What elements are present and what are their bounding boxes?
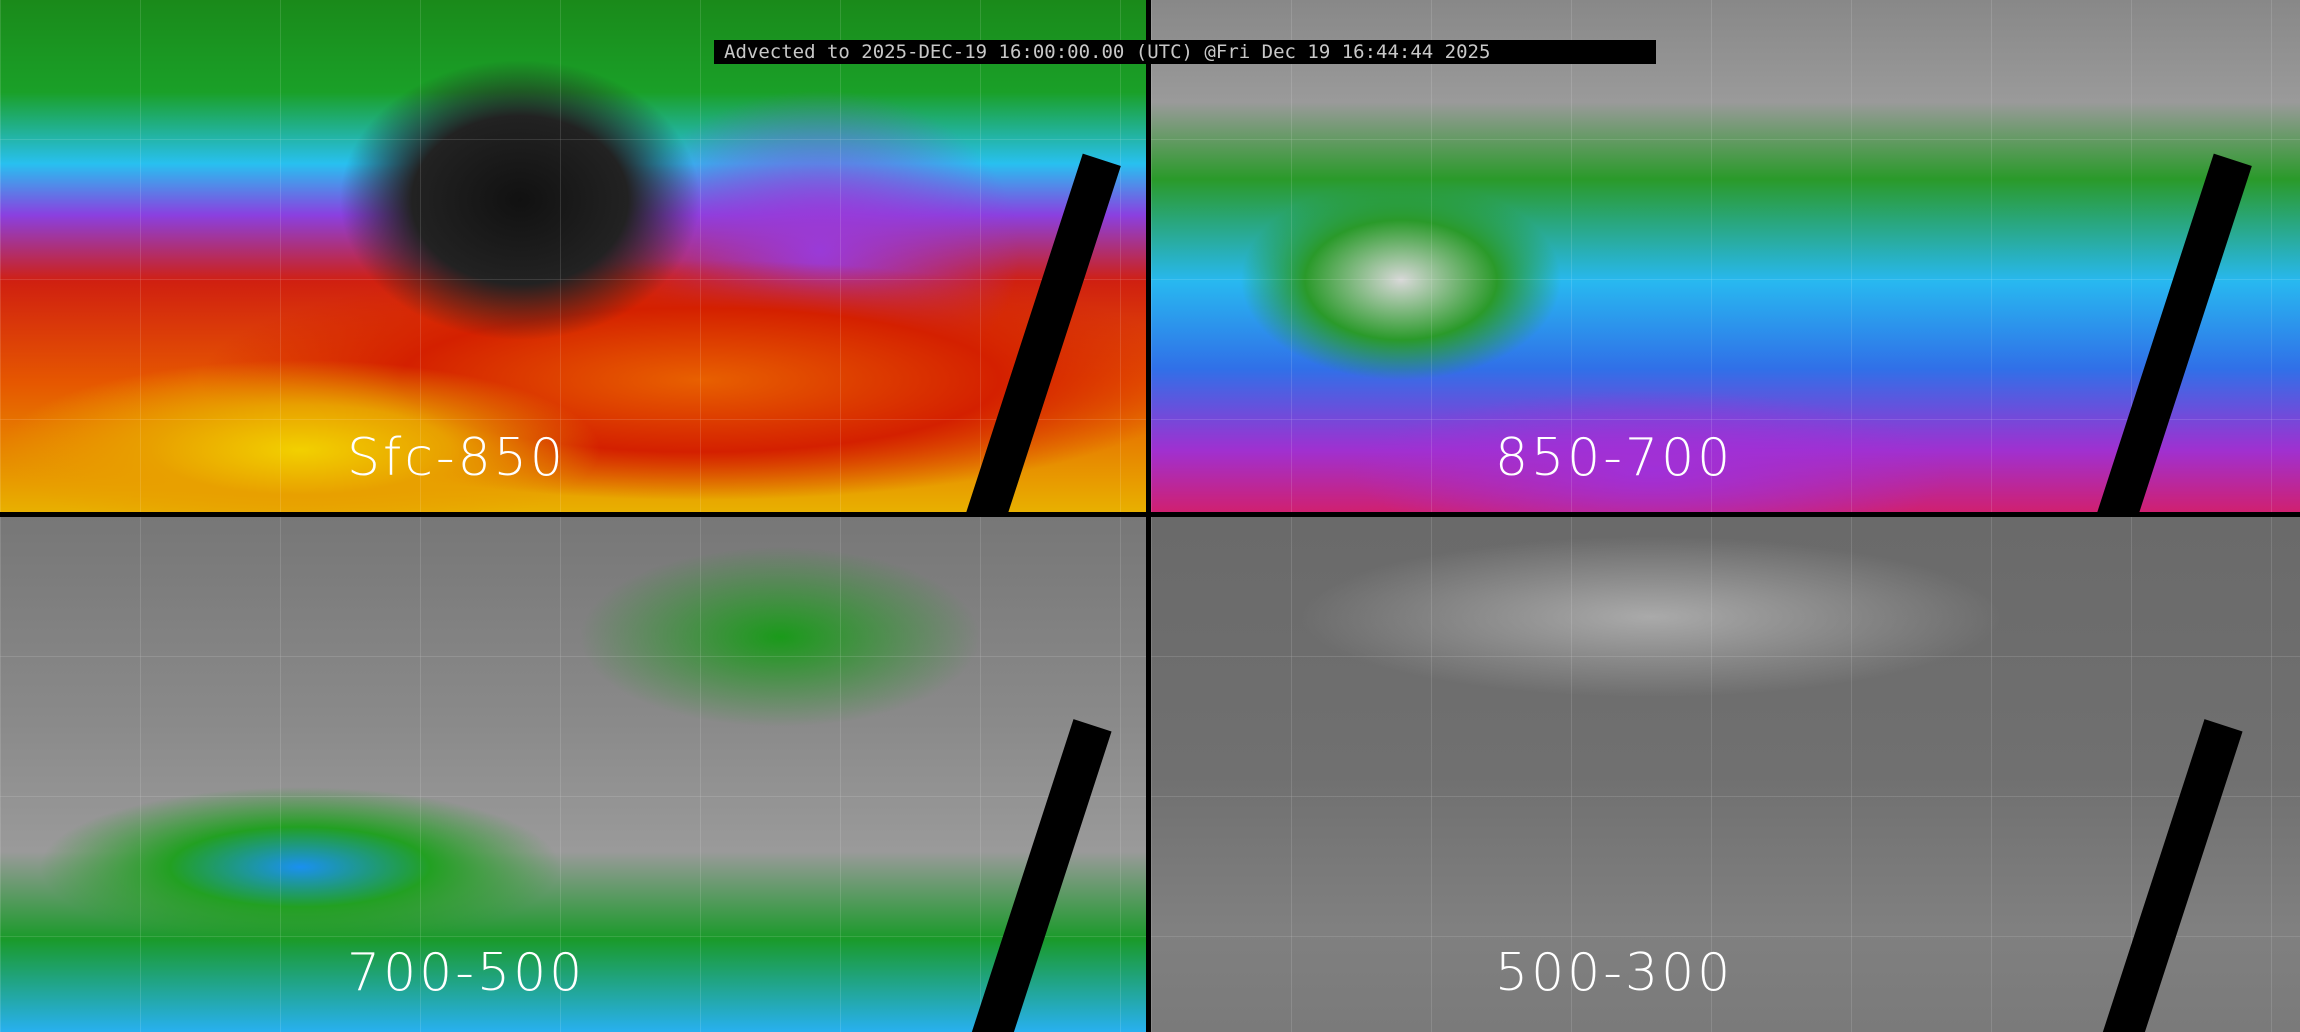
advection-time-banner: Advected to 2025-DEC-19 16:00:00.00 (UTC… bbox=[714, 40, 1656, 64]
layer-label: Sfc-850 bbox=[347, 428, 566, 488]
panel-500-300: 500-300 bbox=[1151, 517, 2300, 1032]
lat-lon-grid bbox=[1151, 0, 2300, 512]
layer-label: 850-700 bbox=[1495, 428, 1734, 488]
panel-sfc-850: Sfc-850 bbox=[0, 0, 1146, 512]
lat-lon-grid bbox=[0, 0, 1146, 512]
lat-lon-grid bbox=[0, 517, 1146, 1032]
panel-850-700: 850-700 bbox=[1151, 0, 2300, 512]
layer-label: 500-300 bbox=[1495, 943, 1734, 1003]
panel-700-500: 700-500 bbox=[0, 517, 1146, 1032]
layer-label: 700-500 bbox=[347, 943, 586, 1003]
lat-lon-grid bbox=[1151, 517, 2300, 1032]
